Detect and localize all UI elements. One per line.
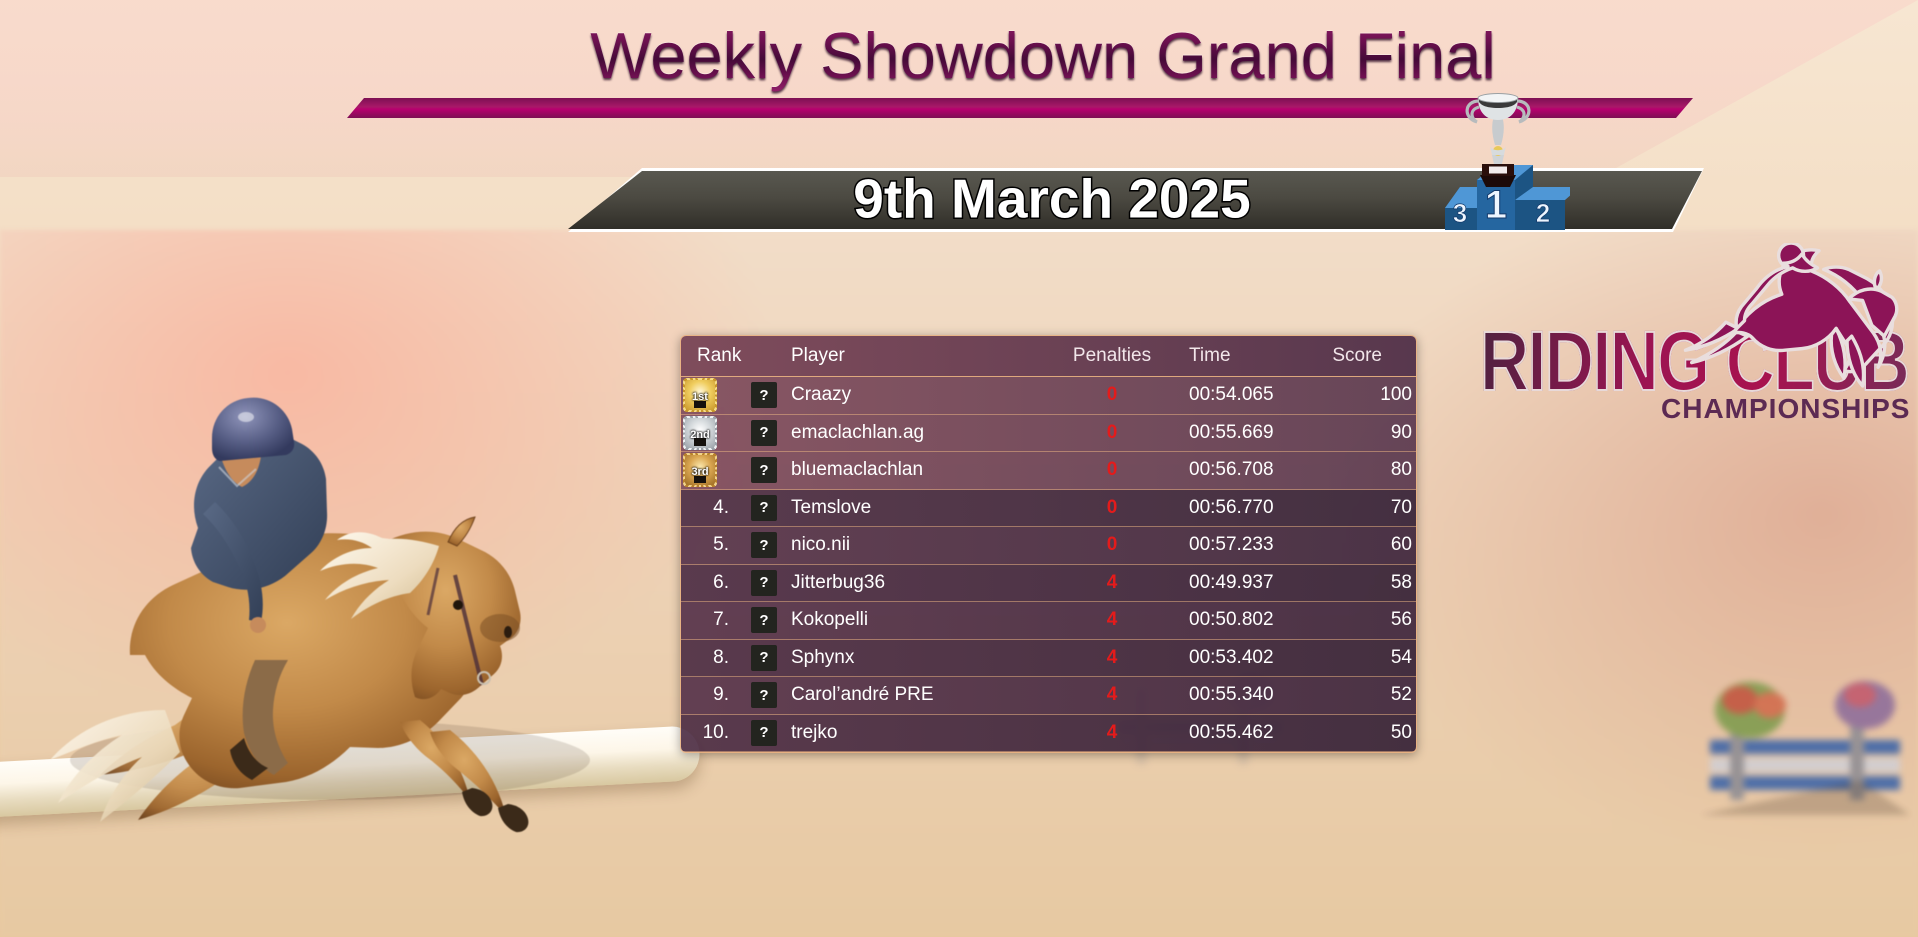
svg-text:2: 2 (1536, 198, 1550, 228)
svg-text:3: 3 (1453, 198, 1467, 228)
svg-text:1: 1 (1485, 183, 1507, 227)
